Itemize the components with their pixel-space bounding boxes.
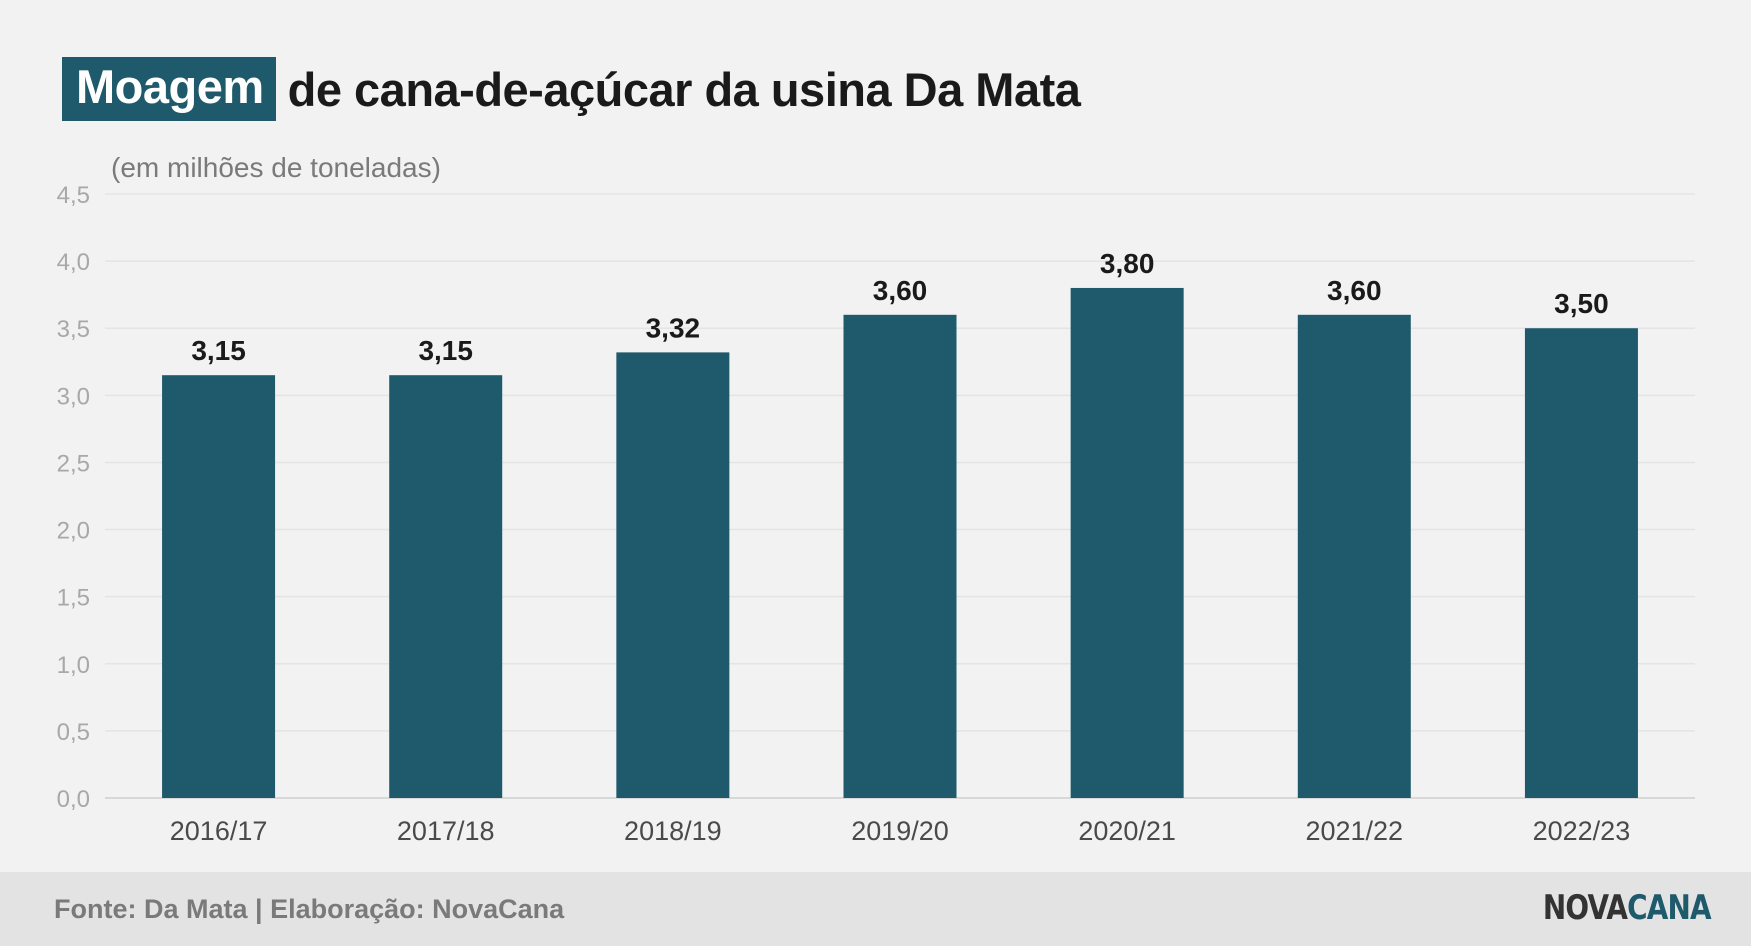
footer: Fonte: Da Mata | Elaboração: NovaCana NO… xyxy=(0,872,1751,946)
title-rest: de cana-de-açúcar da usina Da Mata xyxy=(287,62,1081,116)
value-label: 3,15 xyxy=(191,335,246,366)
x-tick-label: 2020/21 xyxy=(1078,816,1176,846)
y-axis-ticks: 0,0 0,5 1,0 1,5 2,0 2,5 3,0 3,5 4,0 4,5 xyxy=(57,182,90,813)
chart-subtitle: (em milhões de toneladas) xyxy=(111,152,441,183)
x-axis-ticks: 2016/17 2017/18 2018/19 2019/20 2020/21 2021/… xyxy=(170,816,1630,846)
bar-chart: 0,00,51,01,52,02,53,03,54,04,5 3,15 3,153… xyxy=(57,182,1695,846)
value-label: 3,80 xyxy=(1100,248,1155,279)
bar-2020-21 xyxy=(1070,287,1184,798)
y-tick-label: 3,0 xyxy=(57,383,90,410)
bar-2022-23 xyxy=(1524,328,1638,798)
value-label: 3,50 xyxy=(1554,288,1609,319)
novacana-logo: NOVACANA xyxy=(1543,888,1712,928)
y-tick-label: 3,5 xyxy=(57,316,90,343)
y-tick-label: 0,5 xyxy=(57,719,90,746)
bar-2017-18 xyxy=(389,375,503,798)
y-tick-label: 4,0 xyxy=(57,249,90,276)
bar-2021-22 xyxy=(1297,314,1411,798)
x-tick-label: 2018/19 xyxy=(624,816,722,846)
y-tick-label: 0,0 xyxy=(57,786,90,813)
bars xyxy=(162,287,1638,798)
bar-2019-20 xyxy=(843,314,957,798)
bar-2016-17 xyxy=(162,375,276,798)
source-note: Fonte: Da Mata | Elaboração: NovaCana xyxy=(54,894,565,924)
y-tick-label: 1,5 xyxy=(57,585,90,612)
y-tick-label: 2,0 xyxy=(57,518,90,545)
chart-title: Moagem de cana-de-açúcar da usina Da Mat… xyxy=(62,57,1081,121)
value-label: 3,60 xyxy=(873,275,928,306)
x-tick-label: 2016/17 xyxy=(170,816,268,846)
y-tick-label: 1,0 xyxy=(57,652,90,679)
y-tick-label: 4,5 xyxy=(57,182,90,209)
y-tick-label: 2,5 xyxy=(57,450,90,477)
x-tick-label: 2017/18 xyxy=(397,816,495,846)
bar-2018-19 xyxy=(616,352,730,798)
title-highlight: Moagem xyxy=(62,57,276,121)
value-label: 3,32 xyxy=(646,312,701,343)
value-label: 3,60 xyxy=(1327,275,1382,306)
x-tick-label: 2021/22 xyxy=(1305,816,1403,846)
value-label: 3,15 xyxy=(418,335,473,366)
logo-part-nova: NOVA xyxy=(1543,888,1628,928)
x-tick-label: 2019/20 xyxy=(851,816,949,846)
logo-part-cana: CANA xyxy=(1627,888,1711,928)
x-tick-label: 2022/23 xyxy=(1533,816,1631,846)
value-labels: 3,15 3,15 3,32 3,60 3,80 3,60 3,50 xyxy=(191,248,1608,366)
